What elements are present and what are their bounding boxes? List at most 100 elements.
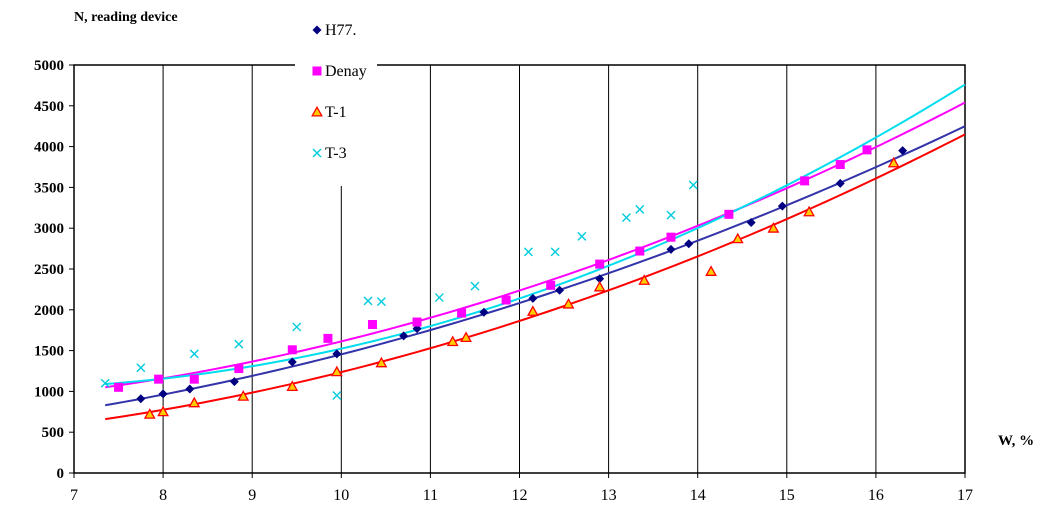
legend-box (295, 22, 377, 186)
point-H77. (555, 285, 565, 295)
point-T-1 (188, 396, 201, 408)
trendline-T-3 (105, 83, 966, 386)
y-tick-label: 500 (42, 425, 65, 441)
point-Denay (724, 209, 734, 219)
point-H77. (595, 274, 605, 284)
point-Denay (800, 176, 810, 186)
point-T-3 (666, 210, 676, 220)
x-tick-label: 11 (423, 487, 438, 504)
point-Denay (835, 160, 845, 170)
point-H77. (528, 293, 538, 303)
point-H77. (158, 389, 168, 399)
y-tick-label: 1000 (34, 384, 64, 400)
point-T-1 (157, 405, 170, 417)
x-tick-label: 10 (333, 487, 349, 504)
point-T-3 (550, 247, 560, 257)
point-T-1 (330, 365, 343, 377)
point-Denay (234, 364, 244, 374)
y-tick-label: 3000 (34, 221, 64, 237)
point-Denay (457, 308, 467, 318)
point-T-1 (731, 232, 744, 244)
point-T-3 (234, 339, 244, 349)
point-T-1 (887, 156, 900, 168)
point-T-1 (460, 331, 472, 343)
point-H77. (777, 201, 787, 211)
trendline-Denay (105, 101, 966, 389)
x-tick-label: 8 (159, 487, 167, 504)
point-Denay (412, 317, 422, 327)
legend-label: Denay (325, 63, 367, 80)
point-T-3 (688, 180, 698, 190)
point-T-1 (705, 265, 717, 276)
point-T-1 (638, 274, 651, 285)
point-Denay (287, 345, 297, 355)
point-H77. (287, 357, 297, 367)
point-H77. (229, 377, 239, 387)
legend-label: H77. (325, 22, 357, 39)
point-T-3 (332, 390, 342, 400)
y-tick-label: 2000 (34, 303, 64, 319)
point-H77. (185, 384, 195, 394)
point-T-3 (577, 231, 587, 241)
legend-layer: H77. Denay T-1 T-3 (311, 22, 367, 162)
point-T-3 (376, 297, 386, 307)
point-T-3 (136, 363, 146, 373)
point-Denay (114, 382, 124, 392)
point-T-1 (526, 305, 539, 316)
legend-label: T-1 (325, 104, 347, 121)
y-tick-label: 4000 (34, 140, 64, 156)
point-T-3 (621, 213, 631, 223)
x-tick-label: 9 (248, 487, 256, 504)
x-tick-label: 14 (690, 487, 706, 504)
y-axis-label: N, reading device (74, 10, 178, 25)
point-Denay (323, 333, 333, 343)
point-Denay (635, 246, 645, 256)
trend-layer (105, 83, 966, 421)
x-tick-label: 15 (779, 487, 795, 504)
axis-layer: 7 8 9 10 11 12 13 14 15 16 17 0 500 1000 1500 2000 2500 3… (34, 58, 973, 504)
legend-label: T-3 (325, 145, 347, 162)
point-T-1 (446, 335, 459, 347)
point-T-1 (375, 356, 388, 368)
point-Denay (595, 259, 605, 269)
point-Denay (154, 374, 164, 384)
legend-marker-H77. (312, 25, 322, 35)
x-tick-label: 12 (512, 487, 528, 504)
point-Denay (546, 280, 556, 290)
y-tick-label: 3500 (34, 180, 64, 196)
y-tick-label: 1500 (34, 344, 64, 360)
point-T-1 (237, 390, 250, 401)
point-T-3 (635, 204, 645, 214)
point-T-3 (100, 378, 110, 388)
point-H77. (684, 239, 694, 249)
grid-layer (162, 65, 877, 473)
point-T-3 (434, 293, 444, 303)
y-tick-label: 2500 (34, 262, 64, 278)
point-Denay (666, 232, 676, 242)
point-H77. (746, 217, 756, 227)
point-T-1 (803, 205, 815, 217)
y-tick-label: 0 (57, 466, 65, 482)
point-T-3 (523, 247, 533, 257)
legend-marker-T-1 (311, 105, 323, 117)
point-T-3 (470, 281, 480, 291)
x-tick-label: 17 (957, 487, 973, 504)
point-T-1 (562, 297, 575, 309)
legend-marker-Denay (312, 66, 322, 76)
x-tick-label: 13 (601, 487, 617, 504)
point-H77. (332, 349, 342, 359)
point-T-1 (286, 380, 299, 391)
x-tick-label: 7 (70, 487, 78, 504)
point-H77. (399, 331, 409, 341)
point-H77. (479, 307, 489, 317)
legend-marker-T-3 (312, 148, 322, 158)
trendline-T-1 (105, 133, 966, 421)
point-Denay (367, 319, 377, 329)
point-T-3 (189, 349, 199, 359)
point-T-3 (292, 322, 302, 332)
point-H77. (835, 178, 845, 188)
marker-layer (100, 145, 908, 419)
x-tick-label: 16 (868, 487, 884, 504)
point-Denay (501, 295, 511, 305)
